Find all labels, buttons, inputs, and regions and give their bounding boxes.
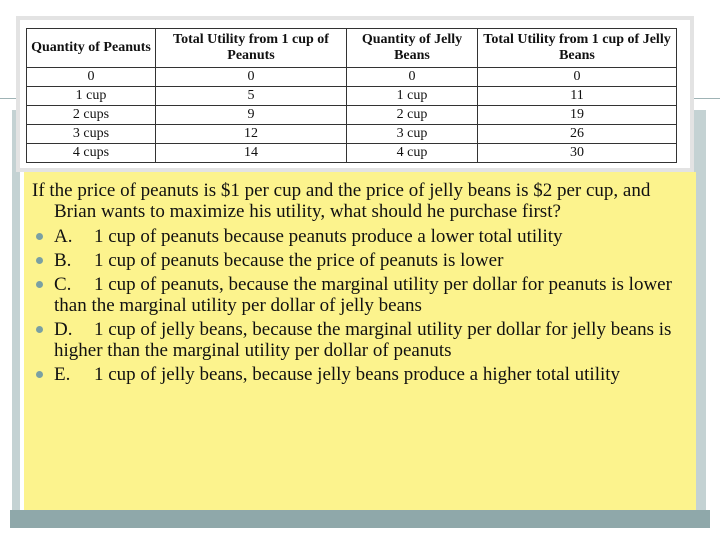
table-cell: 0 bbox=[346, 67, 478, 87]
slide-left-strip bbox=[12, 110, 20, 510]
option-letter: D. bbox=[54, 319, 73, 340]
table-cell: 12 bbox=[155, 124, 347, 144]
option-b[interactable]: B. 1 cup of peanuts because the price of … bbox=[32, 250, 686, 271]
utility-table: Quantity of Peanuts Total Utility from 1… bbox=[26, 28, 677, 163]
option-text: 1 cup of jelly beans, because jelly bean… bbox=[94, 364, 621, 385]
table-cell: 5 bbox=[155, 86, 347, 106]
table-cell: 11 bbox=[477, 86, 677, 106]
option-text: 1 cup of peanuts, because the marginal u… bbox=[54, 274, 672, 316]
option-e[interactable]: E. 1 cup of jelly beans, because jelly be… bbox=[32, 364, 686, 385]
question-text: If the price of peanuts is $1 per cup an… bbox=[32, 180, 651, 222]
table-cell: 19 bbox=[477, 105, 677, 125]
bullet-icon bbox=[36, 371, 43, 378]
option-d[interactable]: D. 1 cup of jelly beans, because the marg… bbox=[32, 319, 686, 361]
table-cell: 2 cup bbox=[346, 105, 478, 125]
table-row: 2 cups 9 2 cup 19 bbox=[26, 105, 677, 125]
table-cell: 4 cup bbox=[346, 143, 478, 163]
option-text: 1 cup of jelly beans, because the margin… bbox=[54, 319, 672, 361]
bullet-icon bbox=[36, 257, 43, 264]
table-cell: 3 cups bbox=[26, 124, 156, 144]
header-quantity-peanuts: Quantity of Peanuts bbox=[26, 28, 156, 68]
answer-options: A. 1 cup of peanuts because peanuts produ… bbox=[32, 226, 686, 385]
bullet-icon bbox=[36, 281, 43, 288]
question-box: If the price of peanuts is $1 per cup an… bbox=[24, 172, 696, 510]
option-a[interactable]: A. 1 cup of peanuts because peanuts produ… bbox=[32, 226, 686, 247]
table-cell: 4 cups bbox=[26, 143, 156, 163]
bullet-icon bbox=[36, 233, 43, 240]
table-cell: 0 bbox=[26, 67, 156, 87]
table-cell: 26 bbox=[477, 124, 677, 144]
table-cell: 9 bbox=[155, 105, 347, 125]
bullet-icon bbox=[36, 326, 43, 333]
table-cell: 1 cup bbox=[346, 86, 478, 106]
header-quantity-jelly-beans: Quantity of Jelly Beans bbox=[346, 28, 478, 68]
table-cell: 1 cup bbox=[26, 86, 156, 106]
header-utility-jelly-beans: Total Utility from 1 cup of Jelly Beans bbox=[477, 28, 677, 68]
table-cell: 3 cup bbox=[346, 124, 478, 144]
option-text: 1 cup of peanuts because peanuts produce… bbox=[94, 226, 563, 247]
header-utility-peanuts: Total Utility from 1 cup of Peanuts bbox=[155, 28, 347, 68]
table-cell: 0 bbox=[477, 67, 677, 87]
option-letter: A. bbox=[54, 226, 73, 247]
option-letter: C. bbox=[54, 274, 72, 295]
slide-bottom-bar bbox=[10, 510, 710, 528]
table-row: 4 cups 14 4 cup 30 bbox=[26, 143, 677, 163]
table-row: 0 0 0 0 bbox=[26, 67, 677, 87]
table-cell: 0 bbox=[155, 67, 347, 87]
table-cell: 30 bbox=[477, 143, 677, 163]
utility-table-image: Quantity of Peanuts Total Utility from 1… bbox=[20, 20, 690, 168]
table-header-row: Quantity of Peanuts Total Utility from 1… bbox=[26, 28, 677, 68]
table-row: 3 cups 12 3 cup 26 bbox=[26, 124, 677, 144]
table-cell: 14 bbox=[155, 143, 347, 163]
table-row: 1 cup 5 1 cup 11 bbox=[26, 86, 677, 106]
option-letter: E. bbox=[54, 364, 71, 385]
option-c[interactable]: C. 1 cup of peanuts, because the marginal… bbox=[32, 274, 686, 316]
option-text: 1 cup of peanuts because the price of pe… bbox=[94, 250, 504, 271]
table-cell: 2 cups bbox=[26, 105, 156, 125]
option-letter: B. bbox=[54, 250, 72, 271]
